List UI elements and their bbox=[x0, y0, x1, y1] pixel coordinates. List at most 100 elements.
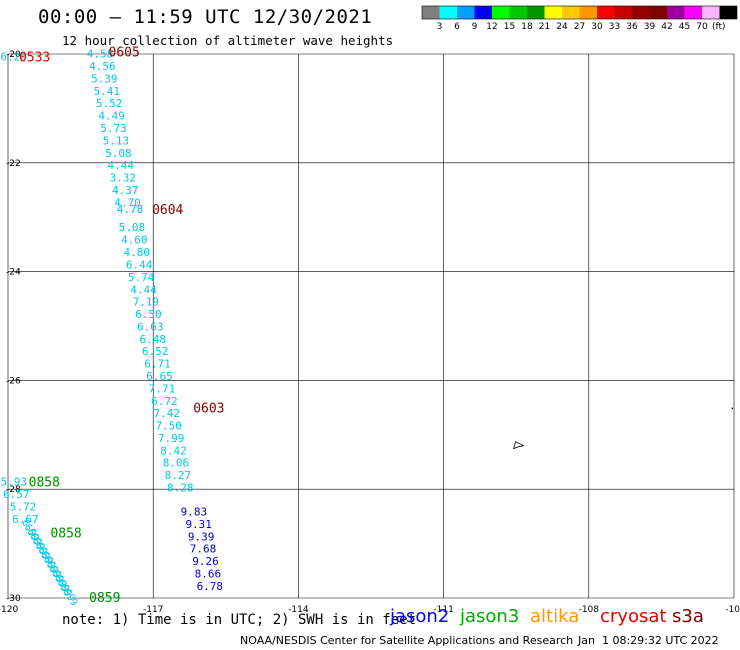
wave-height-label: 6.48 bbox=[139, 333, 166, 346]
chart-subtitle: 12 hour collection of altimeter wave hei… bbox=[62, 33, 394, 48]
wave-height-label: 8.42 bbox=[160, 445, 187, 458]
grid-lines bbox=[7, 53, 735, 599]
wave-height-label: 7.68 bbox=[190, 542, 217, 555]
x-tick-label: -120 bbox=[0, 605, 18, 615]
wave-height-label: 6.57 bbox=[3, 488, 30, 501]
wave-height-label: 4.78 bbox=[117, 203, 144, 216]
axes: -120 -117 -114 -111 -108 -10 -20 -22 -24 -26 -28 -3… bbox=[0, 50, 740, 615]
data-marks: 9.839.319.397.689.268.666.78 6.20 4.584.56… bbox=[1, 45, 734, 608]
island-outline bbox=[513, 441, 525, 450]
colorbar-swatch bbox=[474, 6, 492, 19]
wave-height-label: 5.52 bbox=[96, 97, 123, 110]
pass-time-label: 0858 bbox=[29, 476, 60, 491]
wave-height-label: 4.60 bbox=[121, 234, 148, 247]
footer-credit: NOAA/NESDIS Center for Satellite Applica… bbox=[240, 634, 574, 647]
chart-title: 00:00 – 11:59 UTC 12/30/2021 bbox=[38, 6, 373, 28]
colorbar-swatch bbox=[719, 6, 737, 19]
wave-height-label: 5.73 bbox=[100, 122, 127, 135]
colorbar-label: 36 bbox=[626, 22, 638, 32]
wave-height-label: 5.39 bbox=[91, 72, 118, 85]
footer-timestamp: Jan 1 08:29:32 UTC 2022 bbox=[578, 634, 719, 647]
wave-height-label: 9.83 bbox=[181, 506, 208, 519]
wave-height-label: 4.49 bbox=[98, 109, 125, 122]
colorbar-label: 24 bbox=[556, 22, 568, 32]
wave-height-colorbar: 3 6 9 12 15 18 21 24 27 30 33 36 39 42 45 70 (ft) bbox=[421, 5, 738, 32]
wave-height-label: 5.13 bbox=[103, 134, 130, 147]
y-tick-label: -30 bbox=[6, 594, 21, 604]
wave-height-label: 6.65 bbox=[146, 370, 173, 383]
pass-time-label: 0859 bbox=[89, 591, 120, 606]
x-tick-label: -114 bbox=[288, 605, 309, 615]
y-tick-label: -20 bbox=[6, 50, 21, 60]
wave-height-label: 6.52 bbox=[142, 345, 169, 358]
colorbar-swatch bbox=[544, 6, 562, 19]
legend-item-jason3: jason3 bbox=[460, 606, 520, 627]
colorbar-label: 3 bbox=[437, 22, 443, 32]
wave-height-label: 8.06 bbox=[163, 457, 190, 470]
pass-time-label: 0533 bbox=[19, 51, 50, 66]
wave-height-label: 7.19 bbox=[133, 296, 160, 309]
colorbar-label: 30 bbox=[591, 22, 603, 32]
wave-height-label: 9.39 bbox=[188, 531, 215, 544]
colorbar-swatch bbox=[439, 6, 457, 19]
colorbar-swatch bbox=[667, 6, 685, 19]
wave-height-label: 4.58 bbox=[87, 47, 114, 60]
colorbar-label: 70 bbox=[696, 22, 708, 32]
wave-height-label: 4.56 bbox=[89, 60, 116, 73]
colorbar-swatch bbox=[579, 6, 597, 19]
wave-height-label: 9.26 bbox=[192, 555, 219, 568]
wave-height-label: 9.31 bbox=[185, 518, 212, 531]
x-tick-label: -108 bbox=[579, 605, 600, 615]
wave-height-label: 4.80 bbox=[123, 246, 150, 259]
colorbar-swatch bbox=[492, 6, 510, 19]
colorbar-unit: (ft) bbox=[712, 22, 726, 32]
colorbar-label: 6 bbox=[454, 22, 460, 32]
wave-height-label: 6.44 bbox=[126, 259, 153, 272]
colorbar-swatch bbox=[614, 6, 632, 19]
colorbar-label: 45 bbox=[679, 22, 690, 32]
colorbar-swatch bbox=[649, 6, 667, 19]
wave-height-label: 4.44 bbox=[108, 159, 135, 172]
wave-height-label: 6.63 bbox=[137, 321, 164, 334]
colorbar-label: 27 bbox=[574, 22, 585, 32]
wave-height-label: 3.32 bbox=[109, 171, 136, 184]
units-note: note: 1) Time is in UTC; 2) SWH is in fe… bbox=[62, 612, 417, 628]
legend-item-s3a: s3a bbox=[672, 606, 704, 627]
x-tick-label: -10 bbox=[725, 605, 740, 615]
colorbar-swatch bbox=[702, 6, 720, 19]
colorbar-frame bbox=[421, 5, 738, 20]
colorbar-swatch bbox=[457, 6, 475, 19]
colorbar-label: 18 bbox=[521, 22, 533, 32]
wave-height-label: 5.41 bbox=[93, 85, 120, 98]
pass-time-label: 0603 bbox=[193, 402, 224, 417]
wave-height-label: 7.99 bbox=[158, 432, 185, 445]
wave-height-label: 4.44 bbox=[130, 284, 157, 297]
colorbar-label: 33 bbox=[609, 22, 620, 32]
legend-item-jason2: jason2 bbox=[390, 606, 450, 627]
legend-item-cryosat: cryosat bbox=[600, 606, 667, 627]
y-tick-label: -22 bbox=[6, 159, 21, 169]
colorbar-swatch bbox=[684, 6, 702, 19]
colorbar-label: 39 bbox=[644, 22, 656, 32]
pass-time-label: 0605 bbox=[109, 45, 140, 60]
wave-height-label: 5.93 bbox=[1, 476, 28, 489]
colorbar-swatch bbox=[632, 6, 650, 19]
wave-height-label: 7.42 bbox=[154, 407, 181, 420]
wave-height-label: 6.72 bbox=[151, 395, 178, 408]
x-tick-label: -111 bbox=[433, 605, 453, 615]
colorbar-swatch bbox=[597, 6, 615, 19]
legend-item-altika: altika bbox=[530, 606, 580, 627]
wave-height-label: 6.50 bbox=[135, 308, 162, 321]
wave-height-label: 5.08 bbox=[105, 147, 132, 160]
wave-height-label: 5.08 bbox=[119, 221, 146, 234]
wave-height-label: 7.71 bbox=[149, 383, 176, 396]
y-tick-label: -26 bbox=[6, 376, 21, 386]
y-tick-label: -28 bbox=[6, 485, 21, 495]
colorbar-label: 15 bbox=[504, 22, 515, 32]
colorbar-swatch bbox=[509, 6, 527, 19]
island-dot bbox=[731, 407, 734, 410]
wave-height-label: 4.37 bbox=[112, 184, 139, 197]
colorbar-label: 21 bbox=[539, 22, 550, 32]
pass-time-label: 0858 bbox=[50, 527, 81, 542]
